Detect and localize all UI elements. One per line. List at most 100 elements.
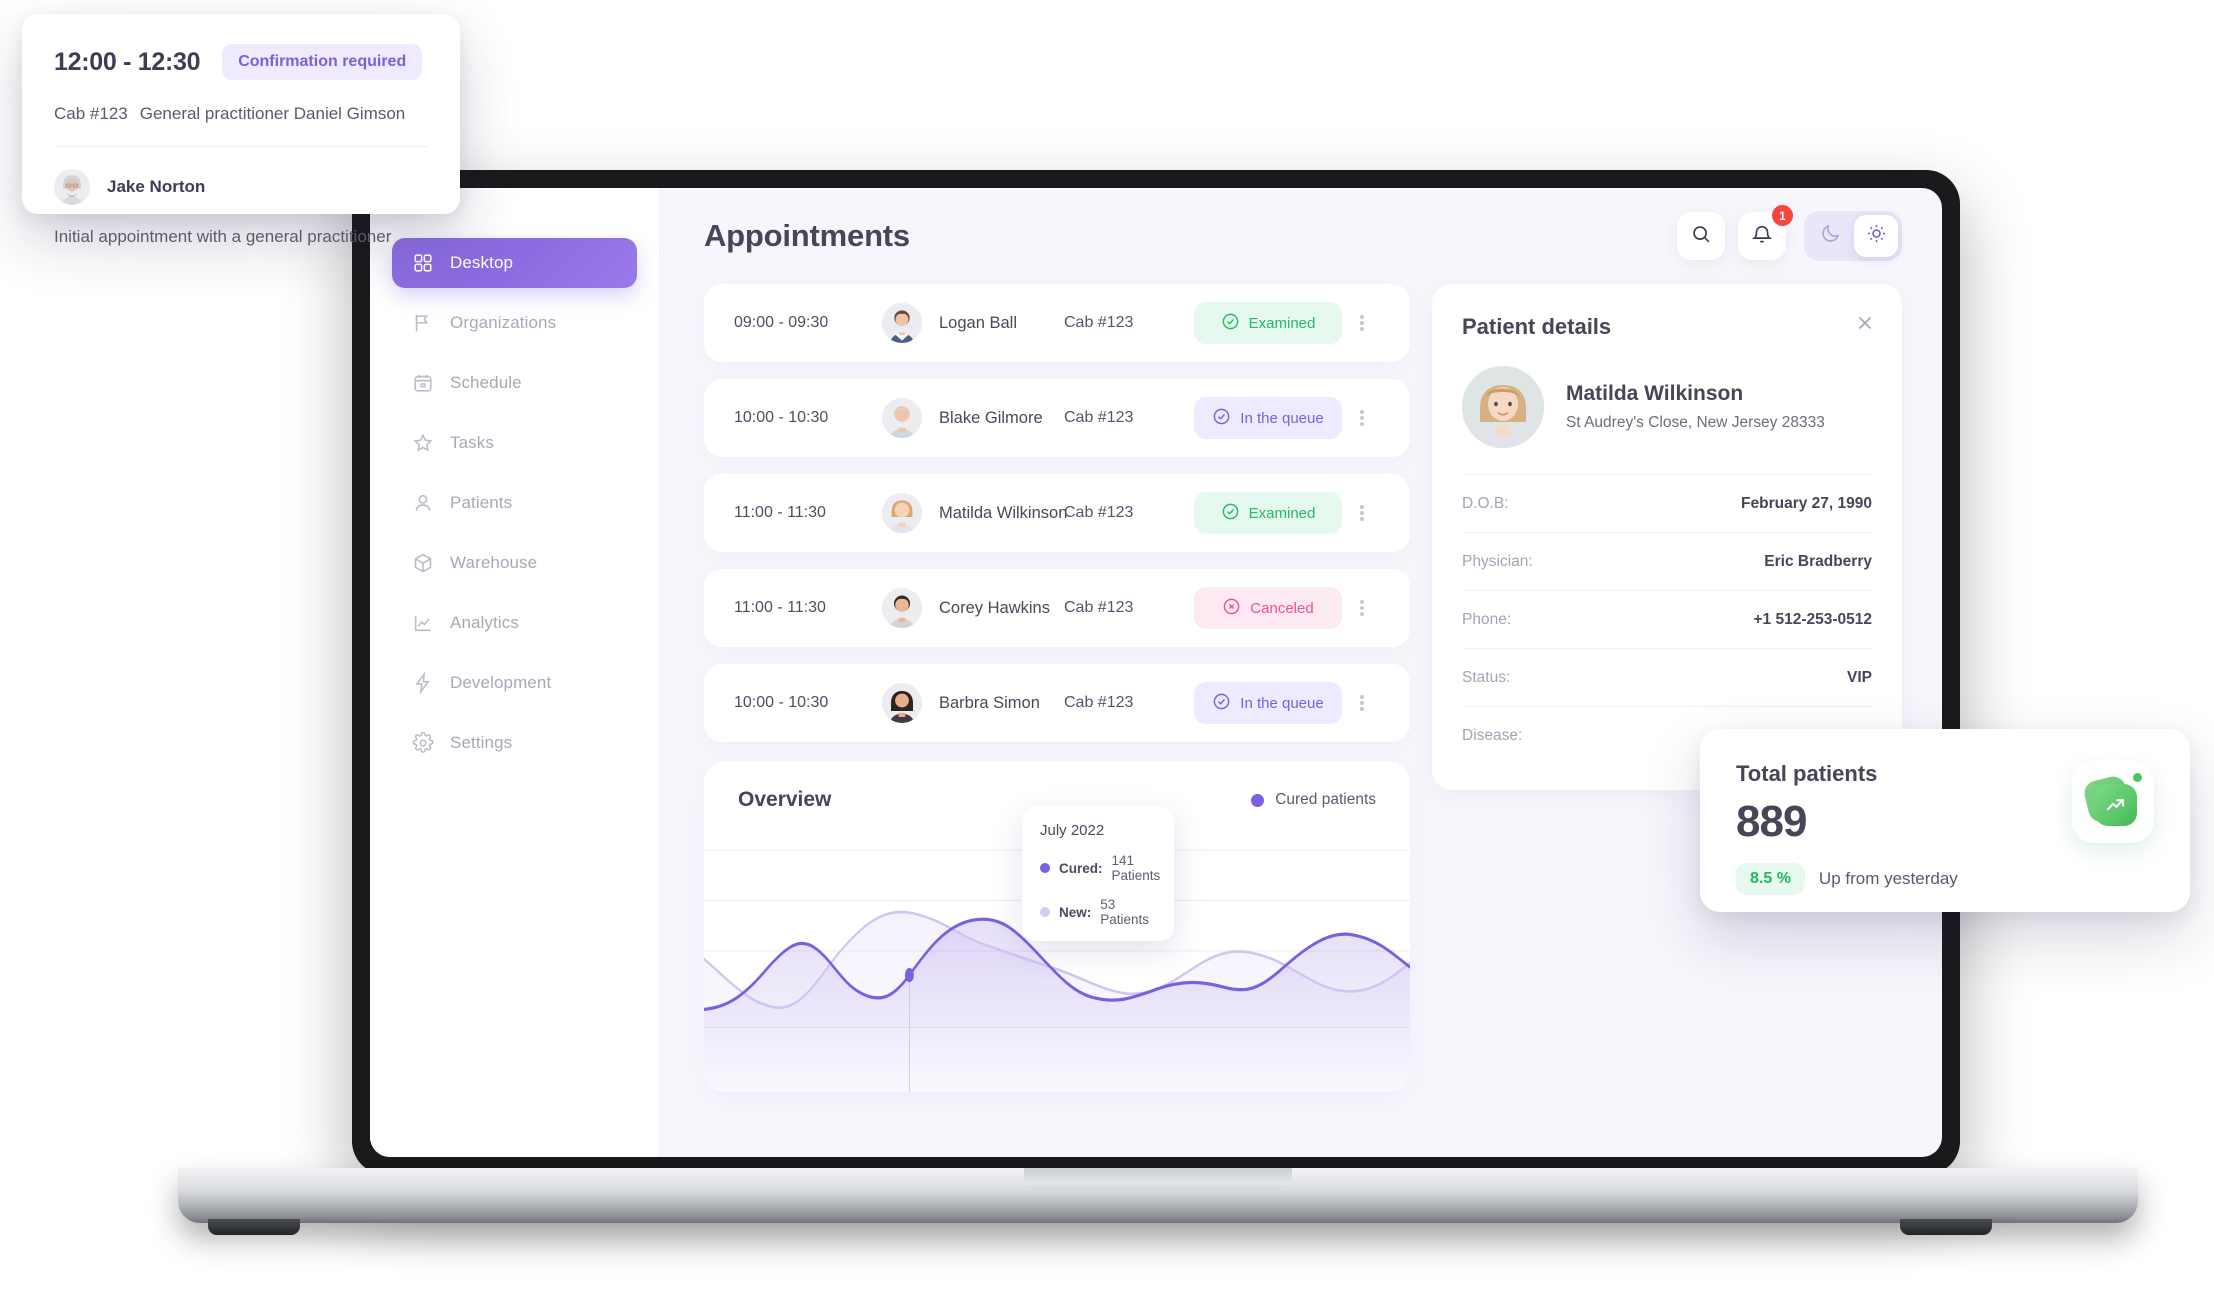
sidebar-item-tasks[interactable]: Tasks — [392, 418, 637, 468]
main-content: Appointments 1 — [660, 188, 1942, 1157]
row-menu-button[interactable] — [1342, 407, 1382, 429]
sidebar-item-label: Patients — [450, 493, 513, 512]
laptop-foot-left — [208, 1219, 300, 1235]
laptop-foot-right — [1900, 1219, 1992, 1235]
overview-title: Overview — [738, 788, 832, 811]
sidebar-item-development[interactable]: Development — [392, 658, 637, 708]
patient-name: Corey Hawkins — [939, 598, 1050, 617]
page-title: Appointments — [704, 218, 910, 253]
patient-field-status: Status: VIP — [1462, 648, 1872, 706]
star-icon — [412, 432, 434, 454]
theme-toggle[interactable] — [1804, 211, 1902, 261]
sidebar-item-label: Desktop — [450, 253, 514, 272]
table-row[interactable]: 11:00 - 11:30 Matilda Wilkinson Cab #123 — [704, 474, 1410, 552]
patient-name: Matilda Wilkinson — [939, 503, 1068, 522]
patient-details-panel: Patient details Matilda Wilkinso — [1432, 284, 1902, 790]
tooltip-cured-label: Cured: — [1059, 860, 1103, 876]
table-row[interactable]: 10:00 - 10:30 Blake Gilmore Cab #123 — [704, 379, 1410, 457]
sidebar-item-organizations[interactable]: Organizations — [392, 298, 637, 348]
sidebar-item-label: Tasks — [450, 433, 494, 452]
field-value: Eric Bradberry — [1764, 552, 1872, 570]
theme-dark-option[interactable] — [1808, 215, 1852, 257]
appointment-time: 10:00 - 10:30 — [734, 409, 829, 426]
appointment-card-person: Jake Norton — [54, 169, 428, 205]
laptop-base — [178, 1168, 2138, 1223]
kpi-footer: 8.5 % Up from yesterday — [1736, 863, 1958, 895]
close-icon — [1854, 316, 1876, 338]
overview-chart-card: Overview Cured patients — [704, 762, 1410, 1092]
appointment-cab: Cab #123 — [1064, 599, 1134, 616]
sidebar-item-settings[interactable]: Settings — [392, 718, 637, 768]
sidebar-item-analytics[interactable]: Analytics — [392, 598, 637, 648]
tooltip-new-value: 53 Patients — [1100, 897, 1150, 927]
patient-name: Blake Gilmore — [939, 408, 1043, 427]
chart-hover-point — [904, 968, 914, 983]
status-badge: Confirmation required — [222, 44, 423, 80]
sidebar-item-label: Analytics — [450, 613, 519, 632]
row-menu-button[interactable] — [1342, 502, 1382, 524]
appointment-time: 11:00 - 11:30 — [734, 504, 826, 521]
sidebar-item-schedule[interactable]: Schedule — [392, 358, 637, 408]
appointment-time: 12:00 - 12:30 — [54, 47, 201, 76]
avatar — [1462, 366, 1544, 448]
kpi-value: 889 — [1736, 797, 1807, 846]
sidebar-item-label: Settings — [450, 733, 513, 752]
appointment-doctor: General practitioner Daniel Gimson — [139, 104, 406, 123]
status-badge: In the queue — [1194, 397, 1342, 439]
table-row[interactable]: 10:00 - 10:30 Barbra Simon Cab #123 — [704, 664, 1410, 742]
notifications-button[interactable]: 1 — [1738, 205, 1793, 260]
patient-fields: D.O.B: February 27, 1990 Physician: Eric… — [1462, 474, 1872, 764]
status-badge: In the queue — [1194, 682, 1342, 724]
theme-light-option[interactable] — [1854, 215, 1898, 257]
topbar: Appointments 1 — [660, 188, 1942, 284]
field-value: VIP — [1847, 668, 1872, 686]
appointment-patient: Barbra Simon — [882, 683, 1064, 723]
appointment-cab: Cab #123 — [1064, 694, 1134, 711]
appointment-card-subtitle: Cab #123 General practitioner Daniel Gim… — [54, 104, 428, 124]
trend-up-icon — [2072, 761, 2154, 843]
patient-details-column: Patient details Matilda Wilkinso — [1432, 284, 1902, 1092]
search-button[interactable] — [1677, 212, 1725, 260]
tooltip-row-new: New: 53 Patients — [1040, 897, 1156, 927]
status-badge: Examined — [1194, 302, 1342, 344]
sidebar-item-desktop[interactable]: Desktop — [392, 238, 637, 288]
appointment-time: 10:00 - 10:30 — [734, 694, 829, 711]
close-button[interactable] — [1854, 312, 1876, 334]
appointment-patient: Matilda Wilkinson — [882, 493, 1068, 533]
close-circle-icon — [1222, 597, 1241, 620]
moon-icon — [1820, 223, 1841, 249]
appointment-card-header: 12:00 - 12:30 Confirmation required — [54, 44, 428, 80]
sidebar-item-patients[interactable]: Patients — [392, 478, 637, 528]
row-menu-button[interactable] — [1342, 312, 1382, 334]
row-menu-button[interactable] — [1342, 692, 1382, 714]
field-key: Physician: — [1462, 552, 1533, 570]
sidebar-item-warehouse[interactable]: Warehouse — [392, 538, 637, 588]
app-window: Desktop Organizations Schedule Tasks — [370, 188, 1942, 1157]
tooltip-cured-value: 141 Patients — [1111, 853, 1161, 883]
appointments-column: 09:00 - 09:30 Logan Ball Cab #123 — [704, 284, 1410, 1092]
patient-address: St Audrey's Close, New Jersey 28333 — [1566, 414, 1825, 431]
row-menu-button[interactable] — [1342, 597, 1382, 619]
sun-icon — [1866, 223, 1887, 249]
dashboard-row: 09:00 - 09:30 Logan Ball Cab #123 — [660, 284, 1942, 1092]
patient-name: Logan Ball — [939, 313, 1017, 332]
status-badge: Examined — [1194, 492, 1342, 534]
table-row[interactable]: 11:00 - 11:30 Corey Hawkins Cab #123 — [704, 569, 1410, 647]
status-badge: Canceled — [1194, 587, 1342, 629]
notification-badge: 1 — [1772, 205, 1793, 226]
chart-area-cured — [704, 919, 1410, 1092]
appointment-patient: Blake Gilmore — [882, 398, 1064, 438]
chart-plot-area — [704, 830, 1410, 1092]
table-row[interactable]: 09:00 - 09:30 Logan Ball Cab #123 — [704, 284, 1410, 362]
appointment-note: Initial appointment with a general pract… — [54, 227, 392, 246]
icon-layer-front — [2095, 784, 2137, 826]
sidebar-item-label: Development — [450, 673, 552, 692]
status-label: In the queue — [1240, 694, 1324, 712]
appointment-patient: Logan Ball — [882, 303, 1064, 343]
status-label: Examined — [1248, 314, 1316, 332]
tooltip-dot-cured — [1040, 863, 1050, 873]
laptop-bezel: Desktop Organizations Schedule Tasks — [370, 188, 1942, 1157]
appointment-cab: Cab #123 — [1064, 314, 1134, 331]
avatar — [882, 398, 922, 438]
